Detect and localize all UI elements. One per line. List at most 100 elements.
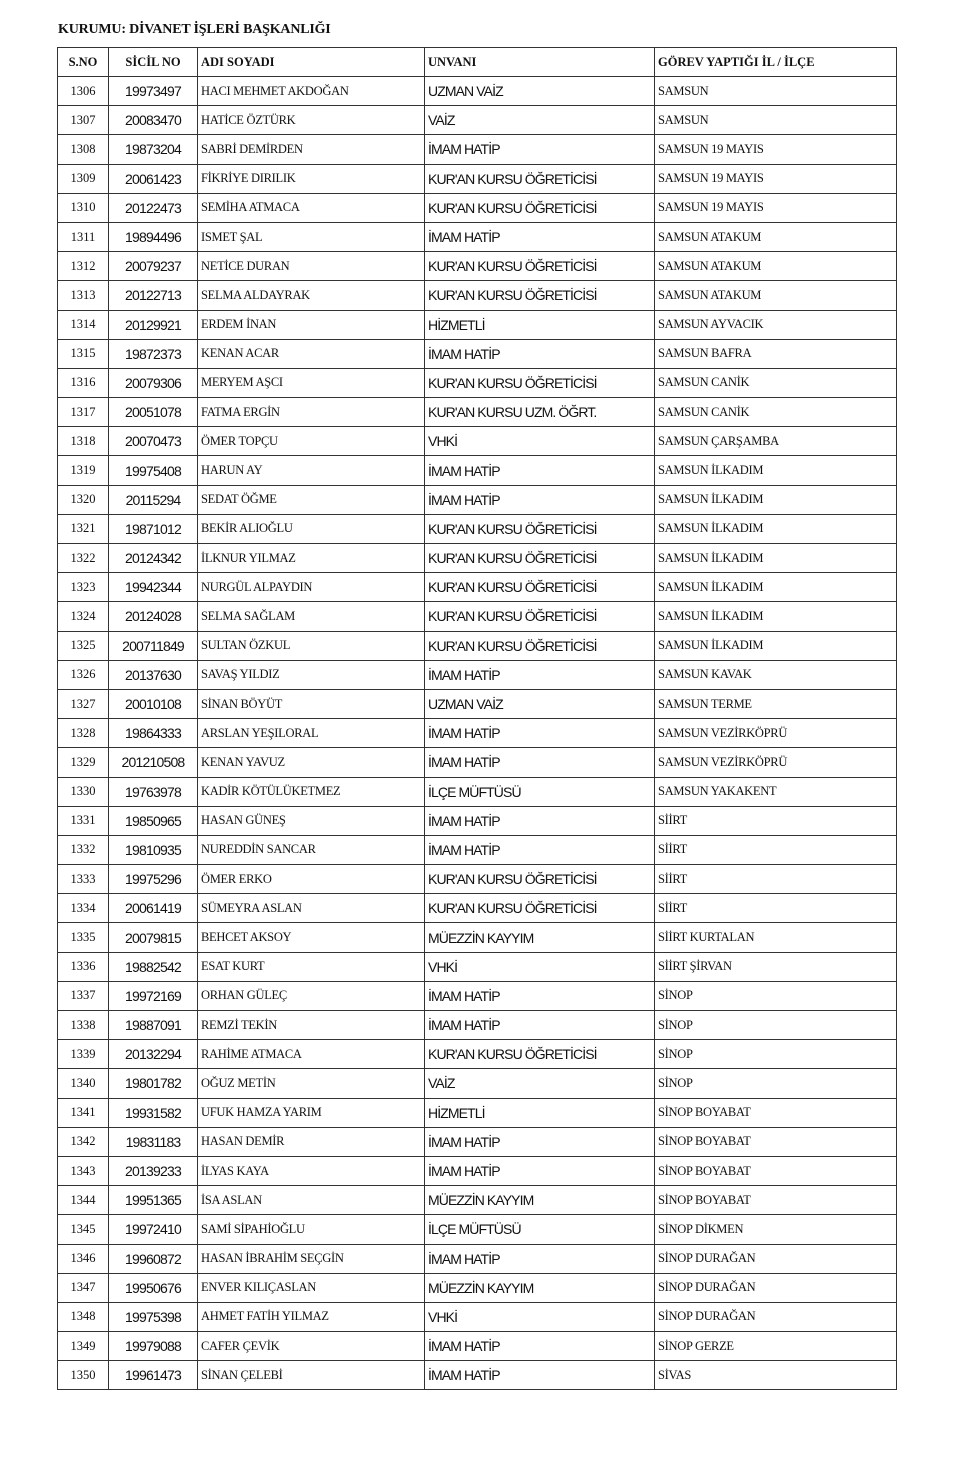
table-row: 1335 20079815 BEHCET AKSOY MÜEZZİN KAYYIM Sİ… (57, 922, 897, 953)
cell-full-name: ÖMER ERKO (197, 864, 425, 895)
cell-location: SAMSUN İLKADIM (654, 630, 897, 661)
table-row: 1338 19887091 REMZİ TEKİN İMAM HATİP SİNOP (57, 1009, 897, 1041)
cell-full-name: HASAN İBRAHİM SEÇGİN (197, 1243, 425, 1274)
cell-location: SAMSUN TERME (654, 688, 897, 720)
cell-full-name: İSA ASLAN (197, 1185, 425, 1216)
table-row: 1340 19801782 OĞUZ METİN VAİZ SİNOP (57, 1068, 897, 1099)
table-row: 1314 20129921 ERDEM İNAN HİZMETLİ SAMSUN AYV… (57, 309, 897, 340)
cell-sicil-no: 20115294 (108, 484, 198, 515)
cell-title: İMAM HATİP (424, 718, 655, 749)
cell-title: KUR'AN KURSU ÖĞRETİCİSİ (424, 601, 655, 632)
cell-title: İMAM HATİP (424, 1360, 655, 1391)
cell-sno: 1324 (57, 601, 109, 632)
cell-sno: 1314 (57, 309, 109, 340)
cell-full-name: SABRİ DEMİRDEN (197, 134, 425, 165)
cell-full-name: NURGÜL ALPAYDIN (197, 572, 425, 603)
cell-location: SİNOP BOYABAT (654, 1155, 897, 1187)
cell-full-name: SÜMEYRA ASLAN (197, 893, 425, 924)
cell-sicil-no: 19810935 (108, 834, 198, 866)
cell-title: İMAM HATİP (424, 338, 655, 369)
cell-sno: 1325 (57, 630, 109, 661)
cell-full-name: SULTAN ÖZKUL (197, 630, 425, 661)
cell-location: SİİRT ŞİRVAN (654, 951, 897, 982)
cell-location: SAMSUN İLKADIM (654, 542, 897, 574)
cell-full-name: KADİR KÖTÜLÜKETMEZ (197, 776, 425, 807)
cell-sicil-no: 20079815 (108, 922, 198, 953)
cell-title: İMAM HATİP (424, 747, 655, 778)
cell-sicil-no: 19831183 (108, 1126, 198, 1157)
cell-location: SİİRT (654, 805, 897, 836)
table-row: 1318 20070473 ÖMER TOPÇU VHKİ SAMSUN ÇARŞAMB… (57, 426, 897, 457)
cell-sno: 1350 (57, 1360, 109, 1391)
table-row: 1310 20122473 SEMİHA ATMACA KUR'AN KURSU ÖĞ… (57, 192, 897, 223)
cell-title: İMAM HATİP (424, 1243, 655, 1274)
cell-sno: 1330 (57, 776, 109, 807)
cell-location: SİNOP BOYABAT (654, 1126, 897, 1157)
cell-full-name: NUREDDİN SANCAR (197, 834, 425, 866)
column-header-name: ADI SOYADI (197, 47, 425, 77)
cell-location: SAMSUN İLKADIM (654, 572, 897, 603)
cell-location: SİVAS (654, 1360, 897, 1391)
cell-sicil-no: 19850965 (108, 805, 198, 836)
cell-sno: 1347 (57, 1272, 109, 1303)
cell-location: SAMSUN İLKADIM (654, 484, 897, 515)
cell-sicil-no: 19950676 (108, 1272, 198, 1303)
cell-location: SAMSUN İLKADIM (654, 601, 897, 632)
cell-title: HİZMETLİ (424, 309, 655, 340)
cell-full-name: ÖMER TOPÇU (197, 426, 425, 457)
table-row: 1309 20061423 FİKRİYE DIRILIK KUR'AN KURSU … (57, 163, 897, 194)
table-row: 1341 19931582 UFUK HAMZA YARIM HİZMETLİ SİNO… (57, 1097, 897, 1128)
cell-title: HİZMETLİ (424, 1097, 655, 1128)
table-row: 1323 19942344 NURGÜL ALPAYDIN KUR'AN KURSU … (57, 572, 897, 603)
table-row: 1344 19951365 İSA ASLAN MÜEZZİN KAYYIM SİNOP… (57, 1185, 897, 1216)
cell-title: KUR'AN KURSU ÖĞRETİCİSİ (424, 280, 655, 311)
cell-full-name: HACI MEHMET AKDOĞAN (197, 75, 425, 107)
cell-location: SİNOP (654, 1039, 897, 1070)
cell-title: İMAM HATİP (424, 455, 655, 486)
cell-location: SİNOP (654, 1068, 897, 1099)
table-row: 1322 20124342 İLKNUR YILMAZ KUR'AN KURSU ÖĞ… (57, 542, 897, 574)
cell-location: SAMSUN İLKADIM (654, 455, 897, 486)
table-row: 1346 19960872 HASAN İBRAHİM SEÇGİN İMAM HAT… (57, 1243, 897, 1274)
cell-sicil-no: 19872373 (108, 338, 198, 369)
cell-location: SİNOP (654, 980, 897, 1012)
table-header-row: S.NO SİCİL NO ADI SOYADI UNVANI GÖREV YA… (57, 47, 897, 77)
cell-sicil-no: 20124028 (108, 601, 198, 632)
cell-full-name: MERYEM AŞCI (197, 367, 425, 399)
cell-title: KUR'AN KURSU ÖĞRETİCİSİ (424, 192, 655, 223)
cell-full-name: HATİCE ÖZTÜRK (197, 105, 425, 136)
cell-sicil-no: 19887091 (108, 1009, 198, 1041)
cell-full-name: NETİCE DURAN (197, 251, 425, 282)
cell-sicil-no: 20079306 (108, 367, 198, 399)
table-row: 1316 20079306 MERYEM AŞCI KUR'AN KURSU ÖĞRE… (57, 367, 897, 399)
cell-sno: 1311 (57, 221, 109, 253)
cell-sno: 1312 (57, 251, 109, 282)
cell-location: SİİRT (654, 834, 897, 866)
cell-sicil-no: 19882542 (108, 951, 198, 982)
cell-full-name: SEDAT ÖĞME (197, 484, 425, 515)
table-row: 1311 19894496 ISMET ŞAL İMAM HATİP SAMSUN AT… (57, 221, 897, 253)
cell-sno: 1306 (57, 75, 109, 107)
column-header-sicil: SİCİL NO (108, 47, 198, 77)
cell-sicil-no: 19951365 (108, 1185, 198, 1216)
table-row: 1328 19864333 ARSLAN YEŞILORAL İMAM HATİP SA… (57, 718, 897, 749)
table-row: 1350 19961473 SİNAN ÇELEBİ İMAM HATİP SİVAS (57, 1360, 897, 1391)
cell-title: KUR'AN KURSU ÖĞRETİCİSİ (424, 367, 655, 399)
cell-title: KUR'AN KURSU ÖĞRETİCİSİ (424, 630, 655, 661)
cell-sicil-no: 20079237 (108, 251, 198, 282)
cell-sicil-no: 19972410 (108, 1214, 198, 1245)
cell-sno: 1318 (57, 426, 109, 457)
cell-full-name: ESAT KURT (197, 951, 425, 982)
cell-sicil-no: 19975398 (108, 1301, 198, 1333)
cell-title: KUR'AN KURSU ÖĞRETİCİSİ (424, 251, 655, 282)
cell-sno: 1331 (57, 805, 109, 836)
institution-title: KURUMU: DİVANET İŞLERİ BAŞKANLIĞI (58, 22, 331, 37)
cell-location: SAMSUN VEZİRKÖPRÜ (654, 747, 897, 778)
cell-title: VAİZ (424, 1068, 655, 1099)
cell-location: SİNOP BOYABAT (654, 1185, 897, 1216)
cell-sicil-no: 201210508 (108, 747, 198, 778)
cell-full-name: ARSLAN YEŞILORAL (197, 718, 425, 749)
cell-location: SİİRT (654, 893, 897, 924)
cell-title: KUR'AN KURSU ÖĞRETİCİSİ (424, 893, 655, 924)
cell-sicil-no: 19801782 (108, 1068, 198, 1099)
